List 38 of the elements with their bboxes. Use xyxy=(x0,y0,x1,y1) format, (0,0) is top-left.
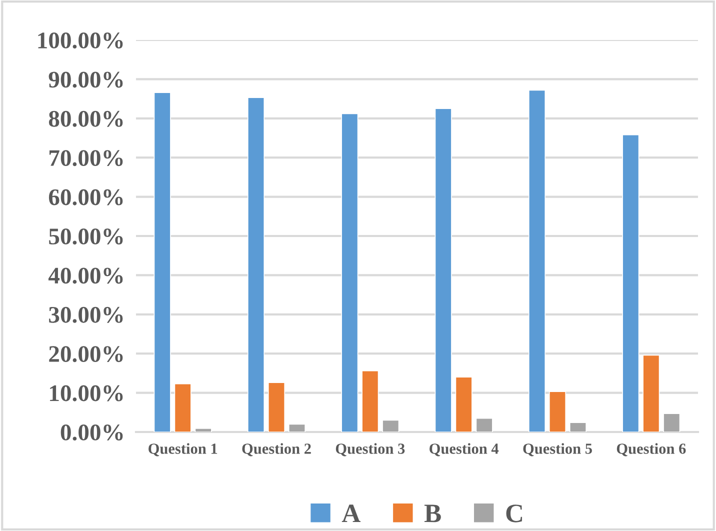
y-tick-label: 20.00% xyxy=(49,346,123,362)
bar xyxy=(382,420,400,432)
x-tick-label: Question 2 xyxy=(242,443,311,456)
bar xyxy=(663,413,680,432)
bar xyxy=(569,422,587,432)
x-tick-label: Question 6 xyxy=(616,443,686,456)
bar xyxy=(362,370,379,432)
y-tick-label: 70.00% xyxy=(50,150,123,166)
legend-label: B xyxy=(424,504,441,522)
bar xyxy=(194,428,212,432)
x-tick-label: Question 4 xyxy=(430,443,499,456)
y-tick-label: 100.00% xyxy=(38,32,123,49)
y-tick-label: 40.00% xyxy=(48,268,123,284)
bar xyxy=(528,90,546,432)
y-tick-label: 80.00% xyxy=(48,110,123,127)
legend-label: C xyxy=(506,504,522,522)
bar xyxy=(455,376,472,432)
bar xyxy=(288,424,306,432)
bar xyxy=(174,383,192,432)
x-tick-label: Question 3 xyxy=(336,443,405,456)
y-tick-label: 90.00% xyxy=(48,72,123,88)
bar xyxy=(268,382,286,432)
bar xyxy=(642,354,660,432)
bar xyxy=(341,113,358,432)
bar xyxy=(434,108,452,432)
y-tick-label: 10.00% xyxy=(50,385,123,402)
x-tick-label: Question 1 xyxy=(148,443,218,456)
bar xyxy=(476,418,493,432)
legend-label: A xyxy=(342,504,361,522)
bar xyxy=(548,391,566,432)
y-tick-label: 0.00% xyxy=(60,424,123,441)
x-tick-label: Question 5 xyxy=(523,443,592,456)
y-tick-label: 30.00% xyxy=(49,306,123,323)
bar xyxy=(154,92,171,432)
bar xyxy=(622,134,640,432)
y-tick-label: 60.00% xyxy=(48,189,123,206)
y-tick-label: 50.00% xyxy=(49,228,123,245)
bar xyxy=(247,97,265,432)
